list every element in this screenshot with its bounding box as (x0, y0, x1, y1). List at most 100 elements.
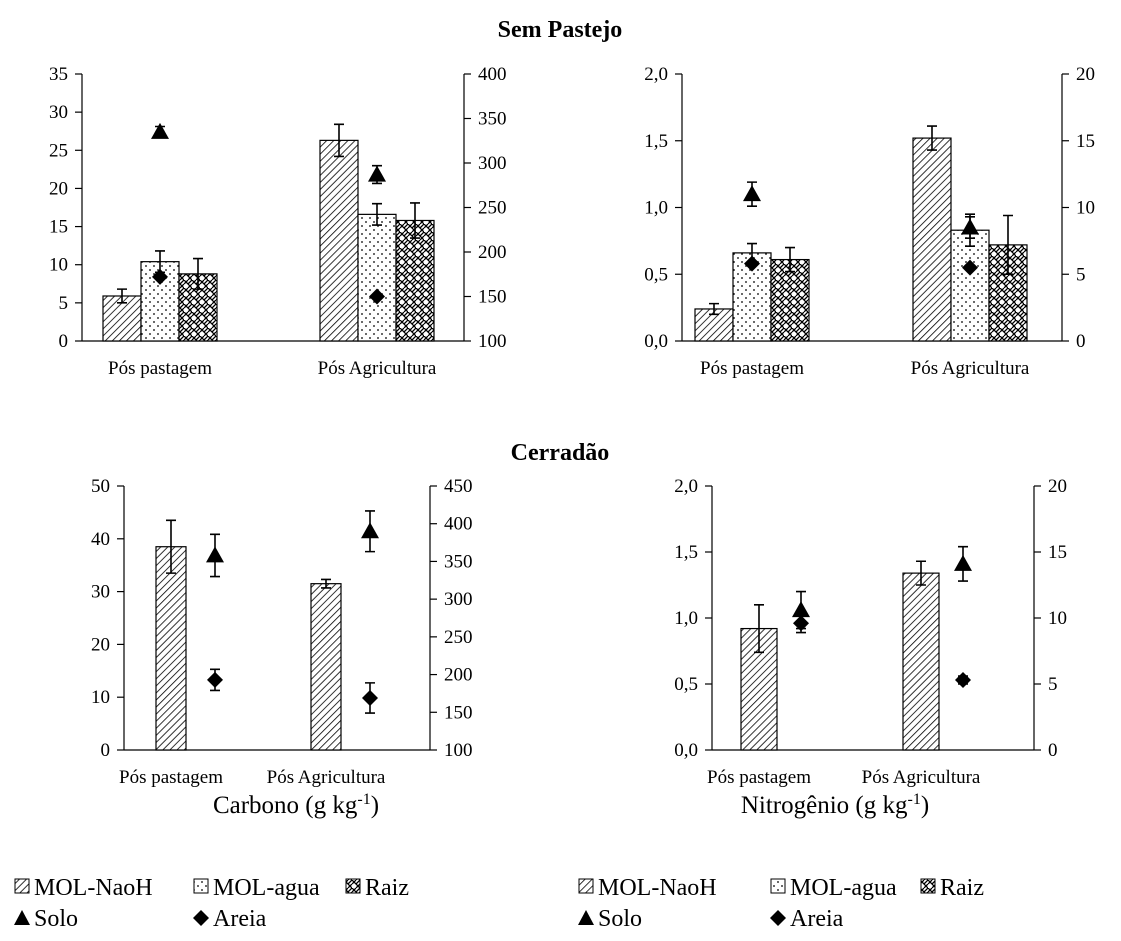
marker-solo (792, 601, 810, 618)
left-tick-label: 10 (91, 687, 110, 708)
right-tick-label: 250 (444, 627, 473, 648)
left-tick-label: 2,0 (644, 64, 668, 85)
error-bar-mol-naoh (166, 519, 176, 574)
marker-solo (743, 185, 761, 202)
right-tick-label: 0 (1076, 331, 1086, 352)
right-tick-label: 100 (478, 331, 507, 352)
xlabel-nitrogenio-text: Nitrogênio (g kg (741, 792, 908, 819)
panel-sem-pastejo-nitrogenio: 0,0 0,5 1,0 1,5 2,0 0 5 10 15 20 Pós pastagem Pós A… (644, 64, 1095, 379)
category-label: Pós Agricultura (911, 358, 1030, 379)
left-tick-label: 20 (91, 634, 110, 655)
marker-areia (744, 255, 760, 272)
error-bar-raiz (193, 257, 203, 290)
error-bar-raiz (1003, 214, 1013, 276)
right-tick-label: 10 (1076, 198, 1095, 219)
right-tick-label: 450 (444, 476, 473, 497)
right-tick-label: 350 (444, 551, 473, 572)
section-title-cerradao: Cerradão (511, 440, 610, 466)
error-bar-mol-naoh (916, 560, 926, 586)
error-bar-mol-naoh (754, 604, 764, 654)
bar-mol-naoh (319, 139, 359, 342)
right-tick-label: 150 (444, 702, 473, 723)
swatch-icon (14, 878, 30, 894)
legend-label: Solo (598, 906, 642, 932)
right-tick-label: 20 (1076, 64, 1095, 85)
triangle-icon (14, 910, 30, 925)
error-bar-raiz (410, 202, 420, 239)
category-label: Pós Agricultura (267, 767, 386, 788)
error-bar-mol-naoh (117, 288, 127, 304)
legend-item-solo: Solo (578, 906, 642, 932)
panel-cerradao-nitrogenio: 0,0 0,5 1,0 1,5 2,0 0 5 10 15 20 Pós pastagem Pós A… (674, 476, 1067, 788)
right-tick-label: 400 (444, 514, 473, 535)
error-bar-raiz (785, 246, 795, 273)
legend-item-raiz: Raiz (345, 875, 409, 901)
xlabel-carbono-exp: -1 (357, 791, 370, 808)
legend-item-mol-agua: MOL-agua (193, 875, 320, 901)
marker-areia (369, 288, 385, 305)
xlabel-nitrogenio-close: ) (921, 792, 929, 819)
swatch-icon (193, 878, 209, 894)
right-tick-label: 400 (478, 64, 507, 85)
bar-mol-agua (357, 213, 397, 342)
triangle-icon (578, 910, 594, 925)
legend-label: MOL-agua (790, 875, 897, 901)
left-tick-label: 40 (91, 529, 110, 550)
error-bar-mol-naoh (709, 302, 719, 316)
category-label: Pós Agricultura (862, 767, 981, 788)
left-tick-label: 1,0 (644, 198, 668, 219)
right-tick-label: 10 (1048, 608, 1067, 629)
swatch-icon (578, 878, 594, 894)
left-tick-label: 0 (59, 331, 69, 352)
marker-solo (206, 546, 224, 563)
diamond-icon (193, 910, 209, 926)
marker-areia (207, 671, 223, 688)
left-tick-label: 5 (59, 293, 69, 314)
xlabel-carbono-close: ) (371, 792, 379, 819)
left-tick-label: 25 (49, 140, 68, 161)
left-tick-label: 30 (91, 582, 110, 603)
bar-mol-naoh (912, 137, 952, 342)
left-tick-label: 2,0 (674, 476, 698, 497)
legend-item-mol-naoh: MOL-NaoH (578, 875, 717, 901)
right-tick-label: 15 (1048, 542, 1067, 563)
legend-label: Areia (213, 906, 267, 932)
right-tick-label: 300 (444, 589, 473, 610)
left-tick-label: 0,5 (674, 674, 698, 695)
right-tick-label: 15 (1076, 131, 1095, 152)
right-tick-label: 250 (478, 198, 507, 219)
marker-areia (793, 615, 809, 632)
category-label: Pós pastagem (119, 767, 223, 788)
panel-cerradao-carbono: 0 10 20 30 40 50 100 150 200 250 300 350 400 450 Pós p… (91, 476, 473, 788)
bar-raiz (395, 219, 435, 342)
error-bar-mol-naoh (927, 125, 937, 151)
xlabel-carbono-text: Carbono (g kg (213, 792, 358, 819)
swatch-icon (920, 878, 936, 894)
error-bar-mol-naoh (321, 578, 331, 589)
left-tick-label: 10 (49, 255, 68, 276)
legend-label: Raiz (365, 875, 409, 901)
right-tick-label: 0 (1048, 740, 1058, 761)
legend-label: MOL-NaoH (598, 875, 717, 901)
left-tick-label: 0,5 (644, 264, 668, 285)
xlabel-nitrogenio-exp: -1 (907, 791, 920, 808)
legend-label: Areia (790, 906, 844, 932)
marker-areia (362, 689, 378, 706)
category-label: Pós pastagem (108, 358, 212, 379)
right-tick-label: 200 (444, 665, 473, 686)
left-tick-label: 1,5 (674, 542, 698, 563)
marker-areia (152, 268, 168, 285)
section-title-sem-pastejo: Sem Pastejo (498, 17, 623, 43)
marker-solo (961, 218, 979, 235)
left-tick-label: 50 (91, 476, 110, 497)
left-tick-label: 20 (49, 178, 68, 199)
xlabel-carbono: Carbono (g kg-1) (213, 791, 379, 819)
error-bar-mol-agua (372, 202, 382, 226)
legend-item-mol-agua: MOL-agua (770, 875, 897, 901)
legend-label: MOL-agua (213, 875, 320, 901)
marker-solo (151, 122, 169, 139)
category-label: Pós Agricultura (318, 358, 437, 379)
bar-mol-naoh (155, 546, 187, 751)
